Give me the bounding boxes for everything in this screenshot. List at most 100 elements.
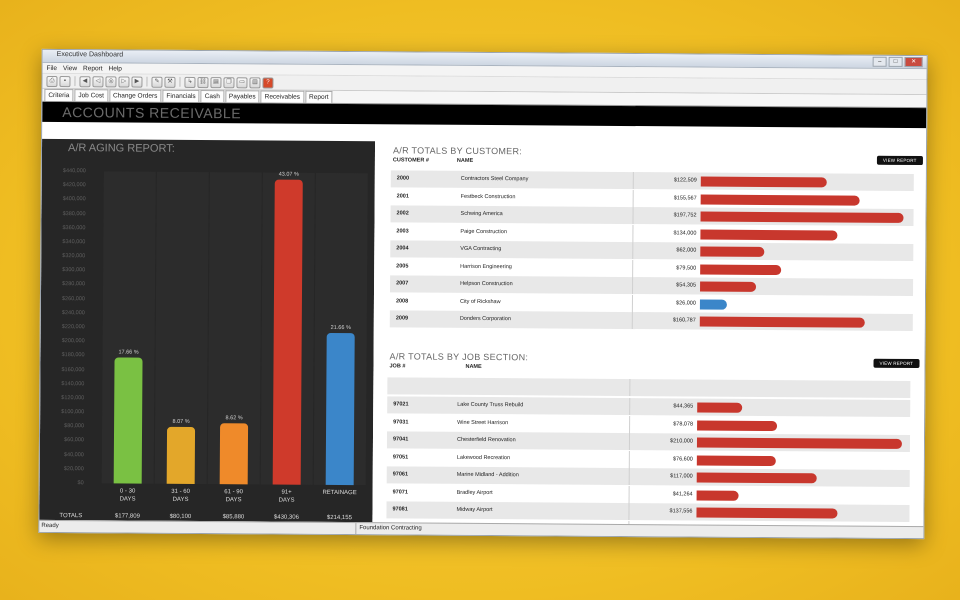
jobs-amount-bar <box>696 489 739 501</box>
tab-change-orders[interactable]: Change Orders <box>108 89 162 102</box>
copy-icon[interactable]: ❐ <box>223 76 235 88</box>
aging-chart: $440,000 $420,000 $400,000 $380,000 $360,000… <box>42 161 375 521</box>
bar-total-value: $80,100 <box>169 513 192 520</box>
y-axis-tick: $440,000 <box>62 168 86 175</box>
customers-amount-bar <box>699 299 727 310</box>
first-record-icon[interactable]: ◀ <box>79 75 91 87</box>
y-axis-tick: $80,000 <box>64 423 85 430</box>
category-range: RETAINAGE <box>322 489 357 497</box>
wrench-icon[interactable]: ⚒ <box>164 76 176 88</box>
menu-view[interactable]: View <box>63 64 78 72</box>
totals-label: TOTALS <box>59 513 83 520</box>
jobs-id: 97021 <box>393 401 409 408</box>
jobs-name: Marine Midland - Addition <box>456 471 519 479</box>
page-title: ACCOUNTS RECEIVABLE <box>62 104 242 122</box>
y-axis-tick: $240,000 <box>61 309 85 317</box>
tab-report[interactable]: Report <box>305 90 333 103</box>
tab-cash[interactable]: Cash <box>200 90 224 103</box>
bar-percent-label: 8.62 % <box>225 415 243 422</box>
customers-amount: $155,567 <box>673 194 697 201</box>
bar-category-label: 91+ DAYS <box>262 488 312 504</box>
y-axis-tick: $340,000 <box>62 238 86 246</box>
category-unit: DAYS <box>278 497 295 504</box>
customers-id: 2004 <box>396 245 409 252</box>
aging-title: A/R AGING REPORT: <box>67 142 175 155</box>
bar-percent-label: 17.66 % <box>118 349 139 356</box>
folder-icon[interactable]: ▭ <box>236 76 248 88</box>
y-axis-tick: $0 <box>77 480 84 487</box>
jobs-name: Chesterfield Renovation <box>456 436 516 444</box>
job-table: 97021 Lake County Truss Rebuild $44,365 970… <box>375 141 926 538</box>
jobs-id: 97051 <box>392 453 409 460</box>
chart-icon[interactable]: ▥ <box>249 76 261 88</box>
y-axis-tick: $200,000 <box>61 338 85 345</box>
menu-help[interactable]: Help <box>108 64 122 72</box>
tab-receivables[interactable]: Receivables <box>260 90 305 103</box>
customers-name: Donders Corporation <box>459 315 511 323</box>
aging-bar[interactable] <box>166 426 196 484</box>
save-icon[interactable]: ▪ <box>59 75 71 87</box>
arrow-icon[interactable]: ↳ <box>184 76 196 88</box>
customers-id: 2009 <box>395 315 409 322</box>
jobs-amount: $44,365 <box>673 403 694 410</box>
tools-icon[interactable]: ✎ <box>151 76 163 88</box>
customers-id: 2003 <box>396 227 409 234</box>
aging-bar[interactable] <box>113 357 143 484</box>
customers-id: 2002 <box>396 210 409 217</box>
tab-job-cost[interactable]: Job Cost <box>74 89 109 102</box>
jobs-amount-bar <box>696 437 902 449</box>
aging-bar[interactable] <box>272 179 303 485</box>
bar-total-value: $85,880 <box>222 514 245 521</box>
help-icon[interactable]: ? <box>262 76 274 89</box>
last-record-icon[interactable]: ▶ <box>131 76 143 88</box>
customers-amount: $79,500 <box>676 264 697 271</box>
next-icon[interactable]: ▷ <box>118 75 130 88</box>
jobs-amount-bar <box>696 507 838 519</box>
status-text: Ready <box>41 522 59 530</box>
customers-name: Contractors Steel Company <box>460 175 529 183</box>
previous-icon[interactable]: ◁ <box>92 75 104 87</box>
y-axis-tick: $140,000 <box>61 380 85 387</box>
jobs-amount-bar <box>697 402 743 413</box>
job-view-report-button[interactable]: VIEW REPORT <box>873 358 920 369</box>
tab-criteria[interactable]: Criteria <box>44 88 74 102</box>
customers-row[interactable]: 2009 Donders Corporation $160,787 <box>389 310 913 332</box>
customer-view-report-button[interactable]: VIEW REPORT <box>876 155 923 166</box>
link-icon[interactable]: ⛓ <box>197 76 209 88</box>
y-axis-tick: $20,000 <box>63 465 84 473</box>
aging-panel: A/R AGING REPORT: $440,000 $420,000 $400,0… <box>39 138 376 523</box>
refresh-icon[interactable]: ◎ <box>105 75 117 87</box>
customers-amount-bar <box>700 281 756 292</box>
print-icon[interactable]: ⎙ <box>46 75 58 87</box>
bar-total-value: $177,809 <box>114 513 140 520</box>
bar-percent-label: 21.66 % <box>330 325 351 332</box>
minimize-button[interactable]: – <box>872 56 887 67</box>
totals-panel: A/R TOTALS BY CUSTOMER: CUSTOMER # NAME … <box>372 141 927 538</box>
menu-report[interactable]: Report <box>83 64 103 72</box>
maximize-button[interactable]: □ <box>888 56 903 67</box>
status-company: Foundation Contracting <box>359 525 422 532</box>
bar-category-label: 31 - 60 DAYS <box>156 488 206 504</box>
close-button[interactable]: ✕ <box>904 56 923 68</box>
document-icon[interactable]: ▤ <box>210 76 222 88</box>
customers-amount-bar <box>700 246 764 257</box>
tab-financials[interactable]: Financials <box>162 89 200 103</box>
jobs-amount: $137,556 <box>669 508 693 515</box>
customers-name: Schwing America <box>460 210 503 218</box>
customer-id-header: CUSTOMER # <box>392 157 429 164</box>
toolbar-separator <box>74 76 76 87</box>
y-axis-tick: $380,000 <box>62 210 86 217</box>
customers-name: Paige Construction <box>460 228 507 235</box>
window-title: Executive Dashboard <box>56 51 124 59</box>
y-axis-tick: $220,000 <box>61 324 85 331</box>
bar-percent-label: 8.07 % <box>172 419 190 426</box>
customers-amount-bar <box>700 229 838 240</box>
aging-bar[interactable] <box>325 333 355 486</box>
y-axis-tick: $180,000 <box>61 352 85 359</box>
menu-file[interactable]: File <box>46 64 58 72</box>
jobs-amount-bar <box>697 419 778 431</box>
aging-bar[interactable] <box>219 423 249 485</box>
bar-category-label: 61 - 90 DAYS <box>209 488 259 504</box>
bar-category-label: 0 - 30 DAYS <box>103 487 153 503</box>
tab-payables[interactable]: Payables <box>224 90 260 103</box>
